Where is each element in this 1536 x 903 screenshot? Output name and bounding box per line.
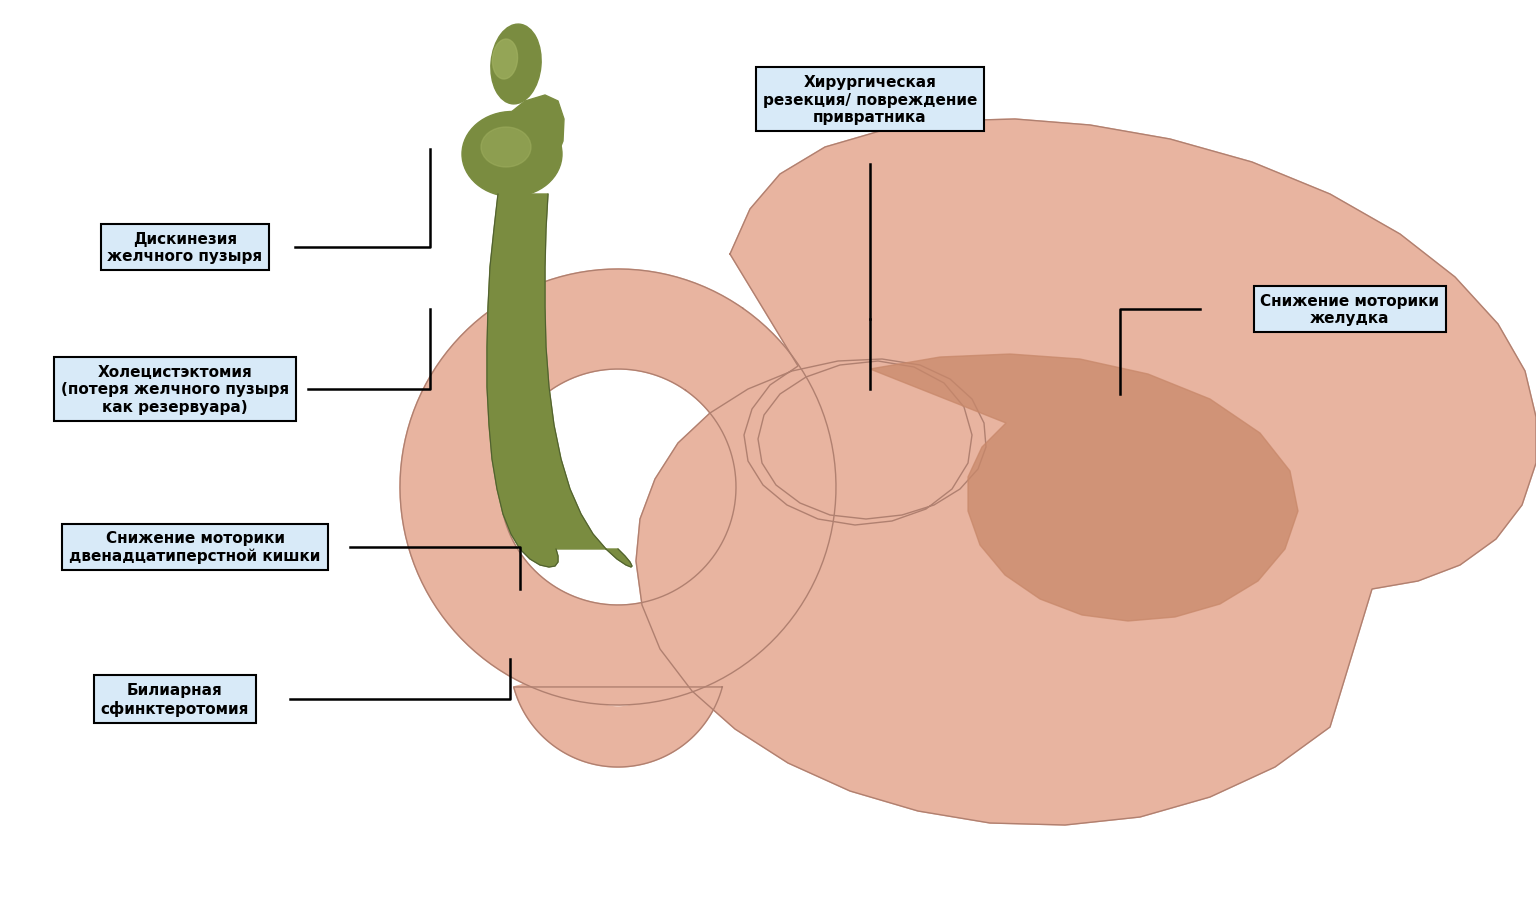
- Text: Хирургическая
резекция/ повреждение
привратника: Хирургическая резекция/ повреждение прив…: [763, 75, 977, 125]
- Ellipse shape: [492, 25, 541, 105]
- Text: Снижение моторики
желудка: Снижение моторики желудка: [1261, 293, 1439, 326]
- Text: Билиарная
сфинктеротомия: Билиарная сфинктеротомия: [101, 683, 249, 716]
- Text: Снижение моторики
двенадцатиперстной кишки: Снижение моторики двенадцатиперстной киш…: [69, 531, 321, 563]
- Ellipse shape: [481, 128, 531, 168]
- Text: Холецистэктомия
(потеря желчного пузыря
как резервуара): Холецистэктомия (потеря желчного пузыря …: [61, 365, 289, 414]
- Polygon shape: [399, 270, 836, 705]
- Text: Дискинезия
желчного пузыря: Дискинезия желчного пузыря: [108, 231, 263, 264]
- Polygon shape: [869, 355, 1298, 621]
- Ellipse shape: [462, 112, 562, 197]
- Polygon shape: [513, 672, 722, 768]
- Polygon shape: [487, 195, 631, 567]
- Polygon shape: [468, 96, 564, 190]
- Ellipse shape: [493, 40, 518, 79]
- Polygon shape: [636, 120, 1536, 825]
